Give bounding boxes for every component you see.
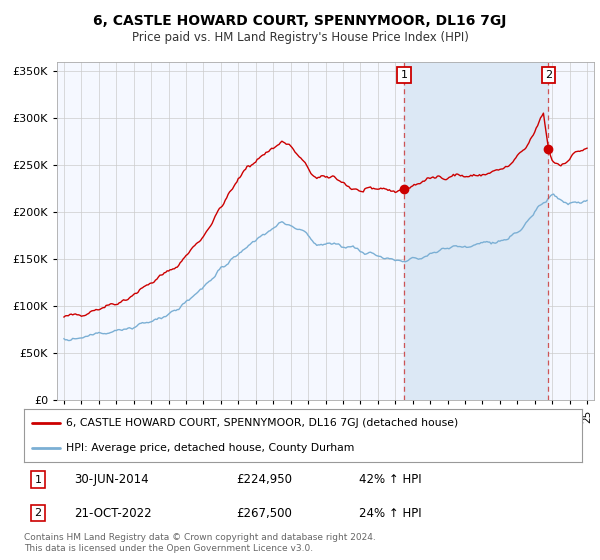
- Text: £224,950: £224,950: [236, 473, 292, 486]
- Text: 6, CASTLE HOWARD COURT, SPENNYMOOR, DL16 7GJ (detached house): 6, CASTLE HOWARD COURT, SPENNYMOOR, DL16…: [66, 418, 458, 428]
- Text: 30-JUN-2014: 30-JUN-2014: [74, 473, 149, 486]
- Text: 6, CASTLE HOWARD COURT, SPENNYMOOR, DL16 7GJ: 6, CASTLE HOWARD COURT, SPENNYMOOR, DL16…: [94, 14, 506, 28]
- Bar: [404, 62, 548, 400]
- Text: £267,500: £267,500: [236, 507, 292, 520]
- Text: Price paid vs. HM Land Registry's House Price Index (HPI): Price paid vs. HM Land Registry's House …: [131, 31, 469, 44]
- Text: 21-OCT-2022: 21-OCT-2022: [74, 507, 152, 520]
- Text: 1: 1: [400, 70, 407, 80]
- Text: HPI: Average price, detached house, County Durham: HPI: Average price, detached house, Coun…: [66, 442, 354, 452]
- Text: 2: 2: [545, 70, 552, 80]
- Text: Contains HM Land Registry data © Crown copyright and database right 2024.
This d: Contains HM Land Registry data © Crown c…: [24, 533, 376, 553]
- Text: 42% ↑ HPI: 42% ↑ HPI: [359, 473, 421, 486]
- Text: 1: 1: [34, 475, 41, 484]
- Text: 2: 2: [34, 508, 41, 518]
- Text: 24% ↑ HPI: 24% ↑ HPI: [359, 507, 421, 520]
